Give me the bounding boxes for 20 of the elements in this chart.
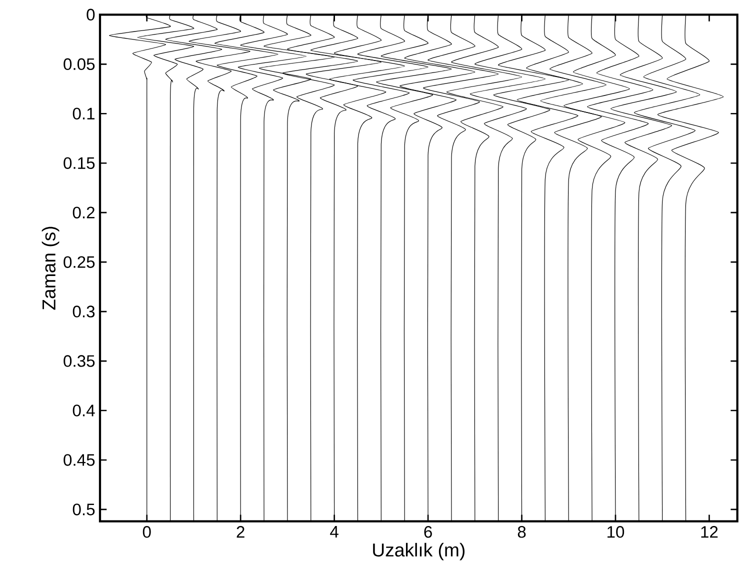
y-tick-label: 0.2 [72, 206, 94, 218]
y-tick-label: 0.45 [64, 454, 95, 466]
y-tick-label: 0.15 [64, 157, 95, 169]
x-tick-label: 8 [518, 526, 526, 538]
x-tick-label: 12 [701, 526, 718, 538]
y-tick-label: 0.3 [72, 306, 95, 318]
y-tick-label: 0.1 [72, 108, 94, 120]
y-tick-label: 0.5 [72, 504, 95, 516]
y-axis-title: Zaman (s) [42, 226, 60, 310]
x-tick-label: 2 [236, 526, 244, 538]
y-tick-label: 0.35 [64, 355, 95, 367]
y-tick-label: 0.25 [64, 256, 95, 268]
y-tick-label: 0.05 [64, 58, 95, 70]
x-tick-label: 6 [424, 526, 432, 538]
x-axis-title: Uzaklık (m) [373, 542, 464, 560]
y-tick-label: 0.4 [72, 404, 95, 416]
y-tick-label: 0 [86, 8, 95, 21]
x-tick-label: 4 [330, 526, 338, 538]
x-tick-label: 10 [608, 526, 624, 538]
x-tick-label: 0 [142, 526, 151, 538]
